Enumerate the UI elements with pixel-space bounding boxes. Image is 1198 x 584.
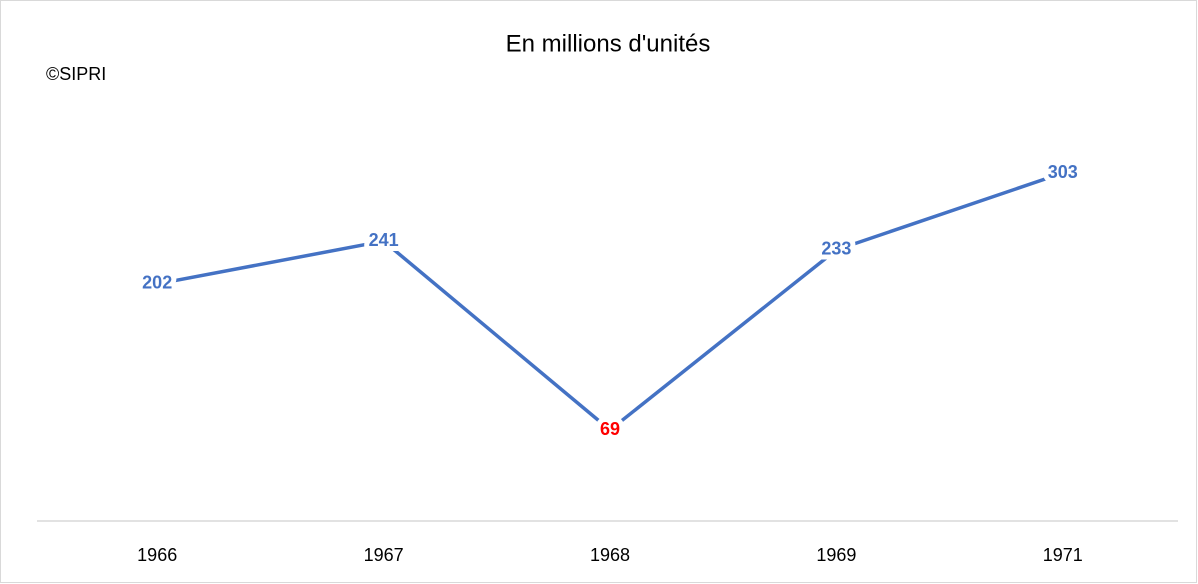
chart-title: En millions d'unités (506, 30, 711, 57)
data-line (156, 171, 1064, 432)
x-tick-label: 1971 (1043, 545, 1083, 565)
x-tick-label: 1967 (364, 545, 404, 565)
data-label: 202 (142, 273, 172, 293)
x-tick-label: 1966 (137, 545, 177, 565)
data-label: 241 (369, 230, 399, 250)
data-label: 233 (821, 239, 851, 259)
x-tick-label: 1969 (816, 545, 856, 565)
source-annotation: ©SIPRI (46, 64, 106, 84)
x-tick-label: 1968 (590, 545, 630, 565)
data-label: 303 (1048, 162, 1078, 182)
data-label: 69 (600, 419, 620, 439)
